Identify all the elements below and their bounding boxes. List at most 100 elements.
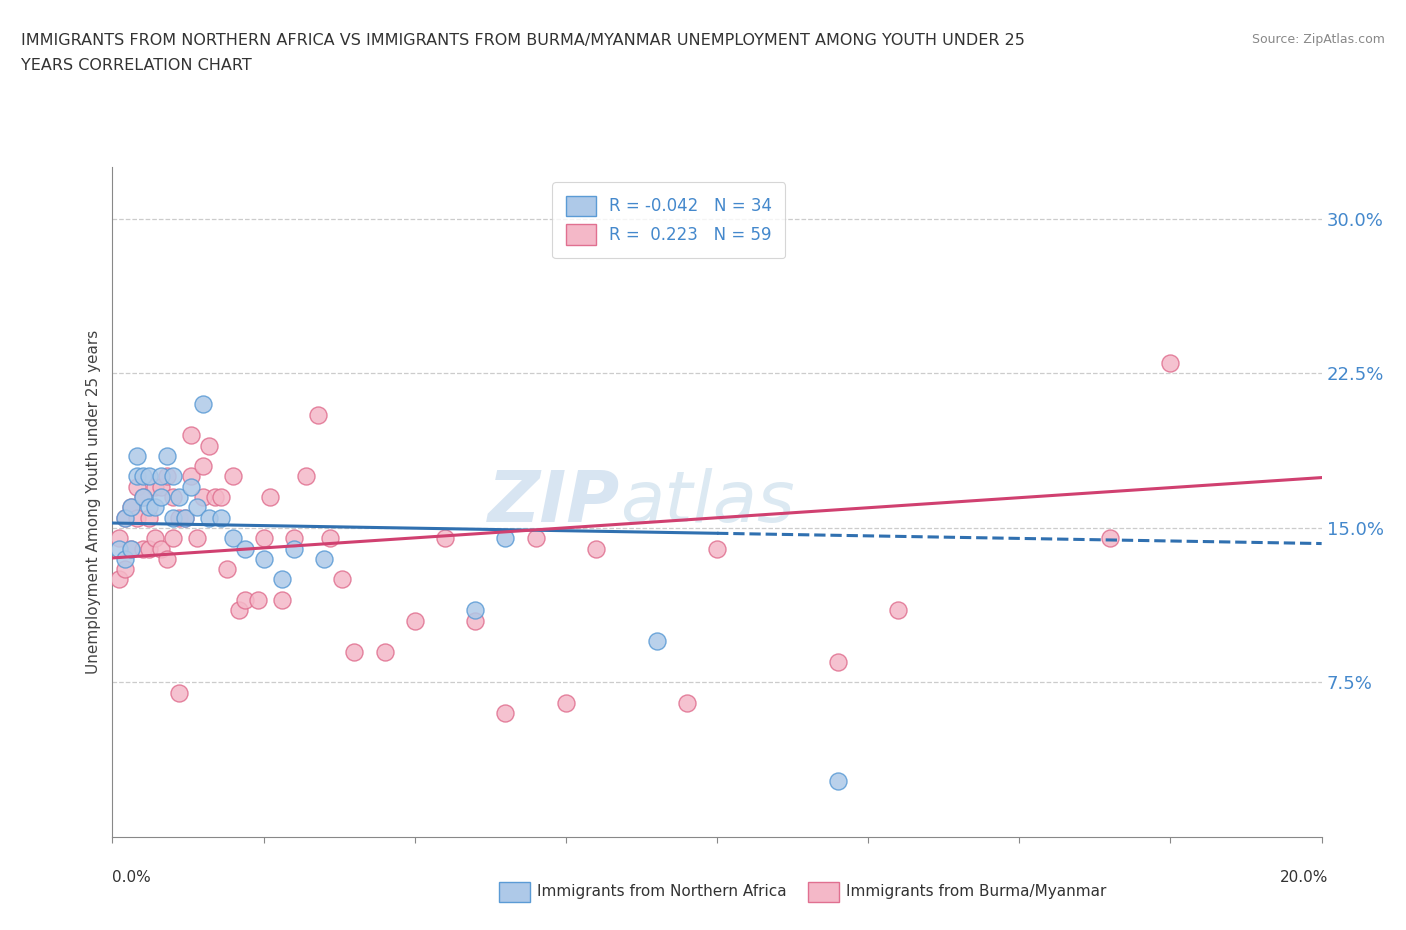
Point — [138, 500, 160, 515]
Point — [114, 511, 136, 525]
Point — [524, 531, 547, 546]
Point — [114, 511, 136, 525]
Point — [827, 774, 849, 789]
Point — [495, 706, 517, 721]
Point — [374, 644, 396, 659]
Point — [149, 479, 172, 494]
Point — [138, 469, 160, 484]
Point — [198, 511, 221, 525]
Text: atlas: atlas — [620, 468, 794, 537]
Point — [180, 469, 202, 484]
Point — [132, 469, 155, 484]
Point — [464, 613, 486, 628]
Point — [120, 541, 142, 556]
Point — [149, 541, 172, 556]
Point — [283, 541, 305, 556]
Point — [132, 489, 155, 504]
Point — [228, 603, 250, 618]
Point — [217, 562, 239, 577]
Point — [125, 448, 148, 463]
Point — [198, 438, 221, 453]
Point — [125, 511, 148, 525]
Point — [235, 541, 257, 556]
Point — [107, 541, 129, 556]
Point — [343, 644, 366, 659]
Point — [191, 458, 214, 473]
Point — [1159, 355, 1181, 370]
Point — [464, 603, 486, 618]
Point — [314, 551, 336, 566]
Point — [162, 489, 184, 504]
Point — [107, 572, 129, 587]
Point — [209, 489, 232, 504]
Point — [114, 551, 136, 566]
Point — [253, 531, 276, 546]
Text: Immigrants from Burma/Myanmar: Immigrants from Burma/Myanmar — [846, 884, 1107, 899]
Point — [554, 696, 576, 711]
Point — [246, 592, 269, 607]
Point — [706, 541, 728, 556]
Point — [191, 489, 214, 504]
Point — [149, 469, 172, 484]
Point — [204, 489, 226, 504]
Text: ZIP: ZIP — [488, 468, 620, 537]
Point — [270, 572, 292, 587]
Point — [180, 428, 202, 443]
Point — [307, 407, 329, 422]
Point — [186, 500, 208, 515]
Point — [162, 511, 184, 525]
Y-axis label: Unemployment Among Youth under 25 years: Unemployment Among Youth under 25 years — [86, 330, 101, 674]
Point — [433, 531, 456, 546]
Point — [404, 613, 426, 628]
Point — [156, 448, 179, 463]
Point — [120, 500, 142, 515]
Text: Immigrants from Northern Africa: Immigrants from Northern Africa — [537, 884, 787, 899]
Point — [120, 541, 142, 556]
Point — [495, 531, 517, 546]
Point — [585, 541, 607, 556]
Point — [645, 634, 668, 649]
Point — [186, 531, 208, 546]
Point — [191, 397, 214, 412]
Text: IMMIGRANTS FROM NORTHERN AFRICA VS IMMIGRANTS FROM BURMA/MYANMAR UNEMPLOYMENT AM: IMMIGRANTS FROM NORTHERN AFRICA VS IMMIG… — [21, 33, 1025, 47]
Point — [253, 551, 276, 566]
Point — [174, 511, 197, 525]
Point — [319, 531, 342, 546]
Point — [270, 592, 292, 607]
Text: 0.0%: 0.0% — [112, 870, 152, 884]
Point — [675, 696, 697, 711]
Point — [120, 500, 142, 515]
Point — [156, 469, 179, 484]
Point — [259, 489, 281, 504]
Point — [132, 489, 155, 504]
Point — [330, 572, 353, 587]
Point — [143, 500, 166, 515]
Point — [180, 479, 202, 494]
Text: Source: ZipAtlas.com: Source: ZipAtlas.com — [1251, 33, 1385, 46]
Text: YEARS CORRELATION CHART: YEARS CORRELATION CHART — [21, 58, 252, 73]
Point — [827, 655, 849, 670]
Point — [167, 511, 190, 525]
Point — [167, 685, 190, 700]
Point — [222, 469, 245, 484]
Point — [143, 531, 166, 546]
Point — [162, 469, 184, 484]
Point — [149, 489, 172, 504]
Point — [114, 562, 136, 577]
Point — [107, 531, 129, 546]
Point — [138, 511, 160, 525]
Point — [167, 489, 190, 504]
Point — [887, 603, 910, 618]
Point — [125, 479, 148, 494]
Point — [283, 531, 305, 546]
Point — [132, 541, 155, 556]
Point — [143, 479, 166, 494]
Point — [295, 469, 318, 484]
Point — [235, 592, 257, 607]
Point — [222, 531, 245, 546]
Point — [125, 469, 148, 484]
Point — [174, 511, 197, 525]
Point — [209, 511, 232, 525]
Point — [138, 541, 160, 556]
Point — [162, 531, 184, 546]
